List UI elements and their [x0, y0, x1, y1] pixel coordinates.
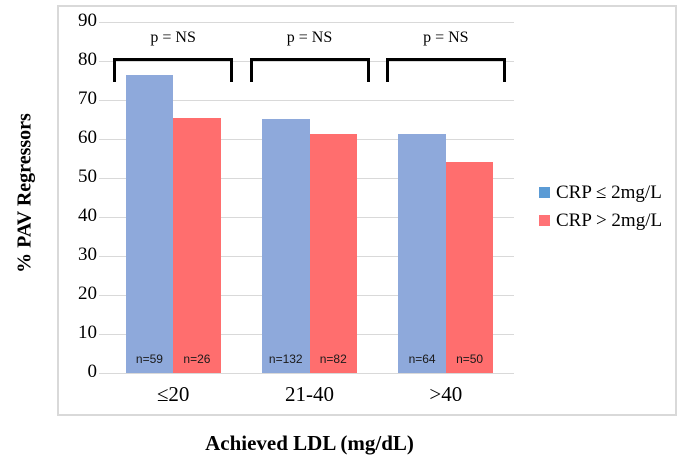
bar-crp-low: n=64	[398, 133, 446, 373]
y-axis-tick	[99, 99, 105, 101]
legend-marker-crp-high	[539, 215, 550, 226]
significance-bracket	[249, 58, 370, 82]
bar-count-label: n=64	[408, 352, 436, 366]
legend: CRP ≤ 2mg/L CRP > 2mg/L	[539, 182, 662, 238]
significance-bracket	[385, 58, 506, 82]
bar-crp-high: n=50	[445, 161, 494, 373]
x-axis-category-label: >40	[429, 382, 463, 406]
legend-item: CRP ≤ 2mg/L	[539, 182, 662, 203]
bar-crp-low: n=132	[262, 118, 310, 373]
bar-crp-high: n=82	[309, 134, 357, 373]
significance-label: p = NS	[423, 29, 469, 46]
y-axis-tick-label: 40	[78, 205, 97, 226]
bar-crp-high: n=26	[173, 117, 221, 373]
legend-item: CRP > 2mg/L	[539, 210, 662, 231]
y-axis-tick-label: 90	[78, 10, 97, 31]
legend-marker-crp-low	[539, 187, 550, 198]
y-axis-tick-label: 80	[78, 49, 97, 70]
y-axis-tick	[99, 333, 105, 335]
y-axis-tick	[99, 294, 105, 296]
significance-bracket	[113, 58, 234, 82]
y-axis-tick	[99, 255, 105, 257]
gridline	[105, 21, 514, 23]
x-axis-title: Achieved LDL (mg/dL)	[205, 431, 414, 455]
bar-crp-low: n=59	[125, 75, 174, 373]
plot-area: n=59 n=26 p = NS n=132 n=82 p = NS n=64 n=50 p =…	[99, 21, 514, 374]
y-axis-tick-label: 10	[78, 322, 97, 343]
significance-label: p = NS	[286, 29, 333, 46]
y-axis-tick-label: 60	[78, 127, 97, 148]
y-axis-tick-label: 30	[78, 244, 97, 265]
bar-count-label: n=132	[268, 352, 303, 366]
y-axis-tick-label: 50	[78, 166, 97, 187]
gridline	[105, 372, 514, 374]
gridline	[105, 99, 514, 101]
y-axis-tick-label: 0	[87, 361, 98, 382]
y-axis-tick	[99, 177, 105, 179]
bar-count-label: n=50	[456, 352, 484, 366]
legend-label: CRP > 2mg/L	[556, 209, 663, 231]
y-axis-tick	[99, 21, 105, 23]
y-axis-title: % PAV Regressors	[13, 113, 36, 273]
bar-count-label: n=26	[183, 352, 211, 366]
significance-label: p = NS	[150, 29, 196, 46]
gridline	[105, 60, 514, 62]
y-axis-tick	[99, 138, 105, 140]
legend-label: CRP ≤ 2mg/L	[556, 181, 662, 203]
y-axis-tick-label: 70	[78, 88, 97, 109]
x-axis-category-label: 21-40	[285, 382, 334, 406]
bar-count-label: n=82	[319, 352, 347, 366]
y-axis-tick	[99, 60, 105, 62]
x-axis-category-label: ≤20	[156, 382, 190, 406]
bar-count-label: n=59	[135, 352, 163, 366]
y-axis-tick-label: 20	[78, 283, 97, 304]
y-axis-tick	[99, 216, 105, 218]
y-axis-tick	[99, 372, 105, 374]
